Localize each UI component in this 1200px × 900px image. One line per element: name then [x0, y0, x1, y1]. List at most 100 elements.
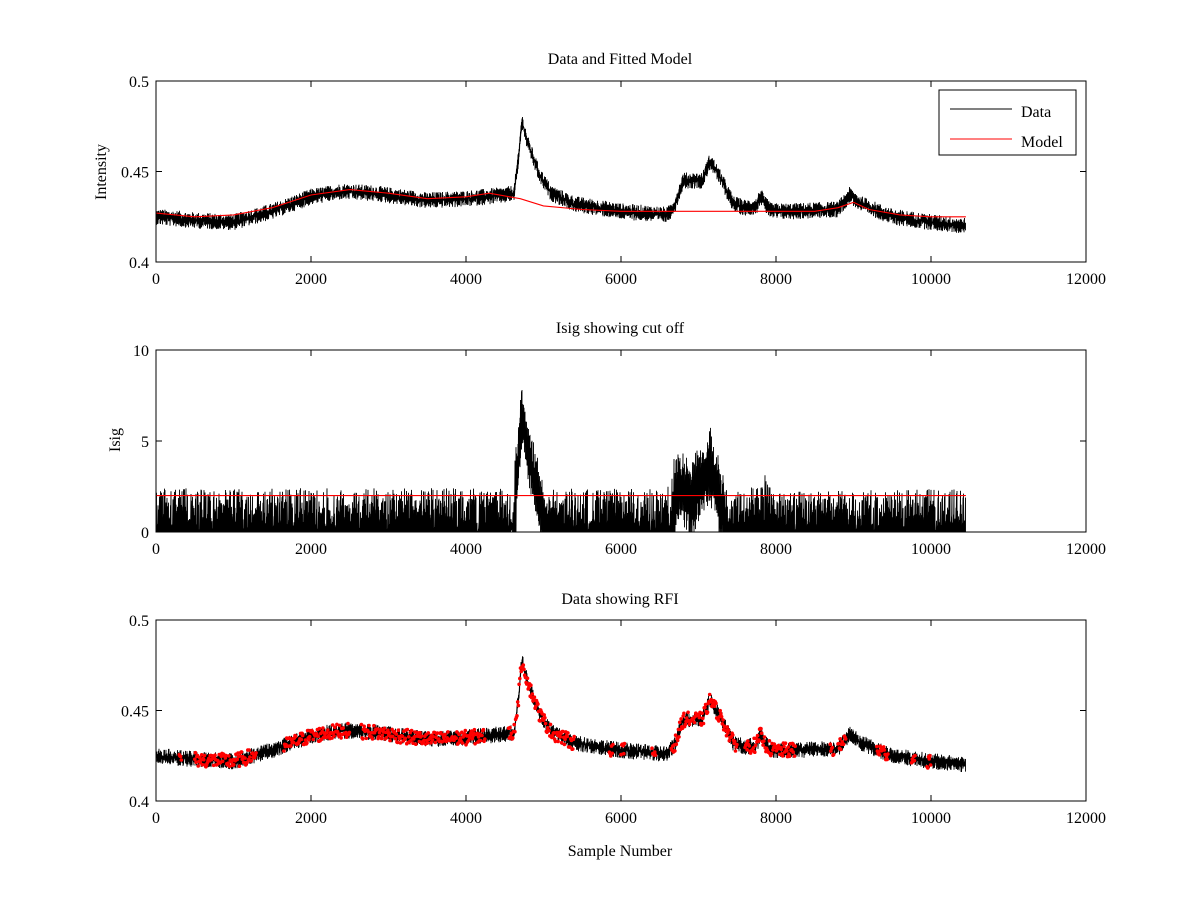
rfi-marker: [517, 682, 521, 687]
rfi-marker: [611, 742, 615, 747]
rfi-marker: [565, 734, 569, 739]
rfi-marker: [538, 719, 542, 723]
rfi-marker: [572, 734, 576, 739]
rfi-marker: [435, 731, 440, 735]
rfi-marker: [337, 723, 342, 728]
chart-title: Isig showing cut off: [556, 320, 685, 337]
rfi-marker: [720, 722, 725, 726]
rfi-marker: [653, 750, 657, 754]
rfi-marker: [403, 736, 408, 741]
series-layer: [156, 389, 966, 532]
legend: Data Model: [938, 89, 1077, 156]
rfi-marker: [227, 754, 231, 758]
y-tick-label: 0.45: [121, 704, 149, 721]
rfi-marker: [417, 739, 422, 744]
rfi-marker: [703, 702, 708, 707]
rfi-marker: [227, 764, 232, 769]
rfi-marker: [458, 736, 463, 740]
rfi-marker: [367, 723, 371, 728]
rfi-marker: [926, 766, 930, 770]
rfi-marker: [707, 692, 712, 697]
y-tick-label: 5: [141, 434, 149, 451]
x-tick-label: 8000: [760, 541, 792, 558]
rfi-marker: [289, 744, 293, 748]
rfi-marker: [786, 745, 790, 749]
rfi-marker: [446, 730, 450, 734]
rfi-marker: [757, 738, 761, 742]
rfi-marker: [767, 739, 772, 743]
rfi-marker: [542, 713, 546, 717]
rfi-marker: [454, 736, 459, 740]
rfi-marker: [878, 744, 882, 748]
x-tick-label: 2000: [295, 271, 327, 288]
rfi-marker: [622, 741, 627, 746]
rfi-marker: [759, 731, 764, 735]
rfi-marker: [472, 727, 477, 732]
rfi-marker: [721, 718, 725, 722]
rfi-marker: [305, 728, 310, 733]
rfi-marker: [305, 741, 309, 745]
rfi-marker: [705, 710, 710, 715]
rfi-marker: [391, 734, 395, 739]
plot-area: 0 2000 4000 6000 8000 10000 12000 0.4 0.45 0.5: [121, 613, 1106, 827]
x-tick-label: 0: [152, 810, 160, 827]
rfi-marker: [457, 732, 461, 736]
rfi-marker: [547, 728, 551, 733]
rfi-marker: [213, 753, 217, 757]
rfi-marker: [841, 742, 846, 746]
plot-area: 0 2000 4000 6000 8000 10000 12000 0 5 10: [133, 343, 1106, 558]
rfi-marker: [386, 728, 390, 732]
rfi-marker: [307, 737, 311, 742]
legend-label-model: Model: [1021, 134, 1063, 151]
rfi-marker: [829, 749, 833, 753]
rfi-marker: [480, 733, 484, 738]
rfi-marker: [398, 741, 403, 745]
rfi-marker: [700, 711, 704, 715]
rfi-marker: [761, 743, 765, 747]
y-tick-label: 0.4: [129, 255, 149, 272]
rfi-marker: [247, 748, 251, 752]
rfi-marker: [701, 721, 706, 726]
rfi-marker: [464, 743, 468, 747]
x-tick-label: 10000: [911, 810, 951, 827]
rfi-marker: [193, 750, 198, 755]
rfi-marker: [433, 740, 438, 745]
panel-data-showing-rfi: Data showing RFI Sample Number 0 2000 4000…: [121, 591, 1106, 860]
x-tick-label: 4000: [450, 541, 482, 558]
series-layer: [156, 116, 966, 233]
rfi-marker: [425, 741, 430, 745]
rfi-marker: [556, 739, 560, 744]
rfi-marker: [400, 734, 405, 739]
rfi-marker: [762, 739, 766, 743]
rfi-marker: [224, 753, 228, 758]
rfi-marker: [682, 711, 686, 716]
rfi-marker: [178, 754, 183, 759]
rfi-marker: [211, 763, 216, 768]
rfi-marker: [249, 759, 253, 763]
rfi-marker: [571, 737, 576, 742]
rfi-marker: [753, 743, 758, 748]
y-axis-label: Isig: [107, 428, 124, 452]
rfi-marker: [927, 757, 931, 761]
rfi-marker: [396, 728, 401, 732]
rfi-marker: [882, 748, 887, 752]
x-tick-label: 8000: [760, 271, 792, 288]
y-tick-label: 10: [133, 343, 149, 360]
rfi-marker: [673, 749, 677, 753]
y-tick-label: 0: [141, 525, 149, 542]
rfi-marker: [733, 739, 737, 744]
rfi-marker: [782, 744, 786, 749]
rfi-marker: [877, 753, 882, 757]
rfi-marker: [516, 703, 521, 708]
x-tick-label: 12000: [1066, 810, 1106, 827]
rfi-marker: [330, 723, 335, 727]
rfi-marker: [719, 712, 723, 716]
rfi-marker: [532, 695, 537, 699]
rfi-marker: [220, 759, 225, 764]
rfi-marker: [430, 738, 435, 742]
rfi-marker: [563, 737, 567, 741]
series-line-data: [156, 116, 966, 233]
rfi-marker: [405, 727, 410, 732]
rfi-marker: [718, 708, 722, 713]
